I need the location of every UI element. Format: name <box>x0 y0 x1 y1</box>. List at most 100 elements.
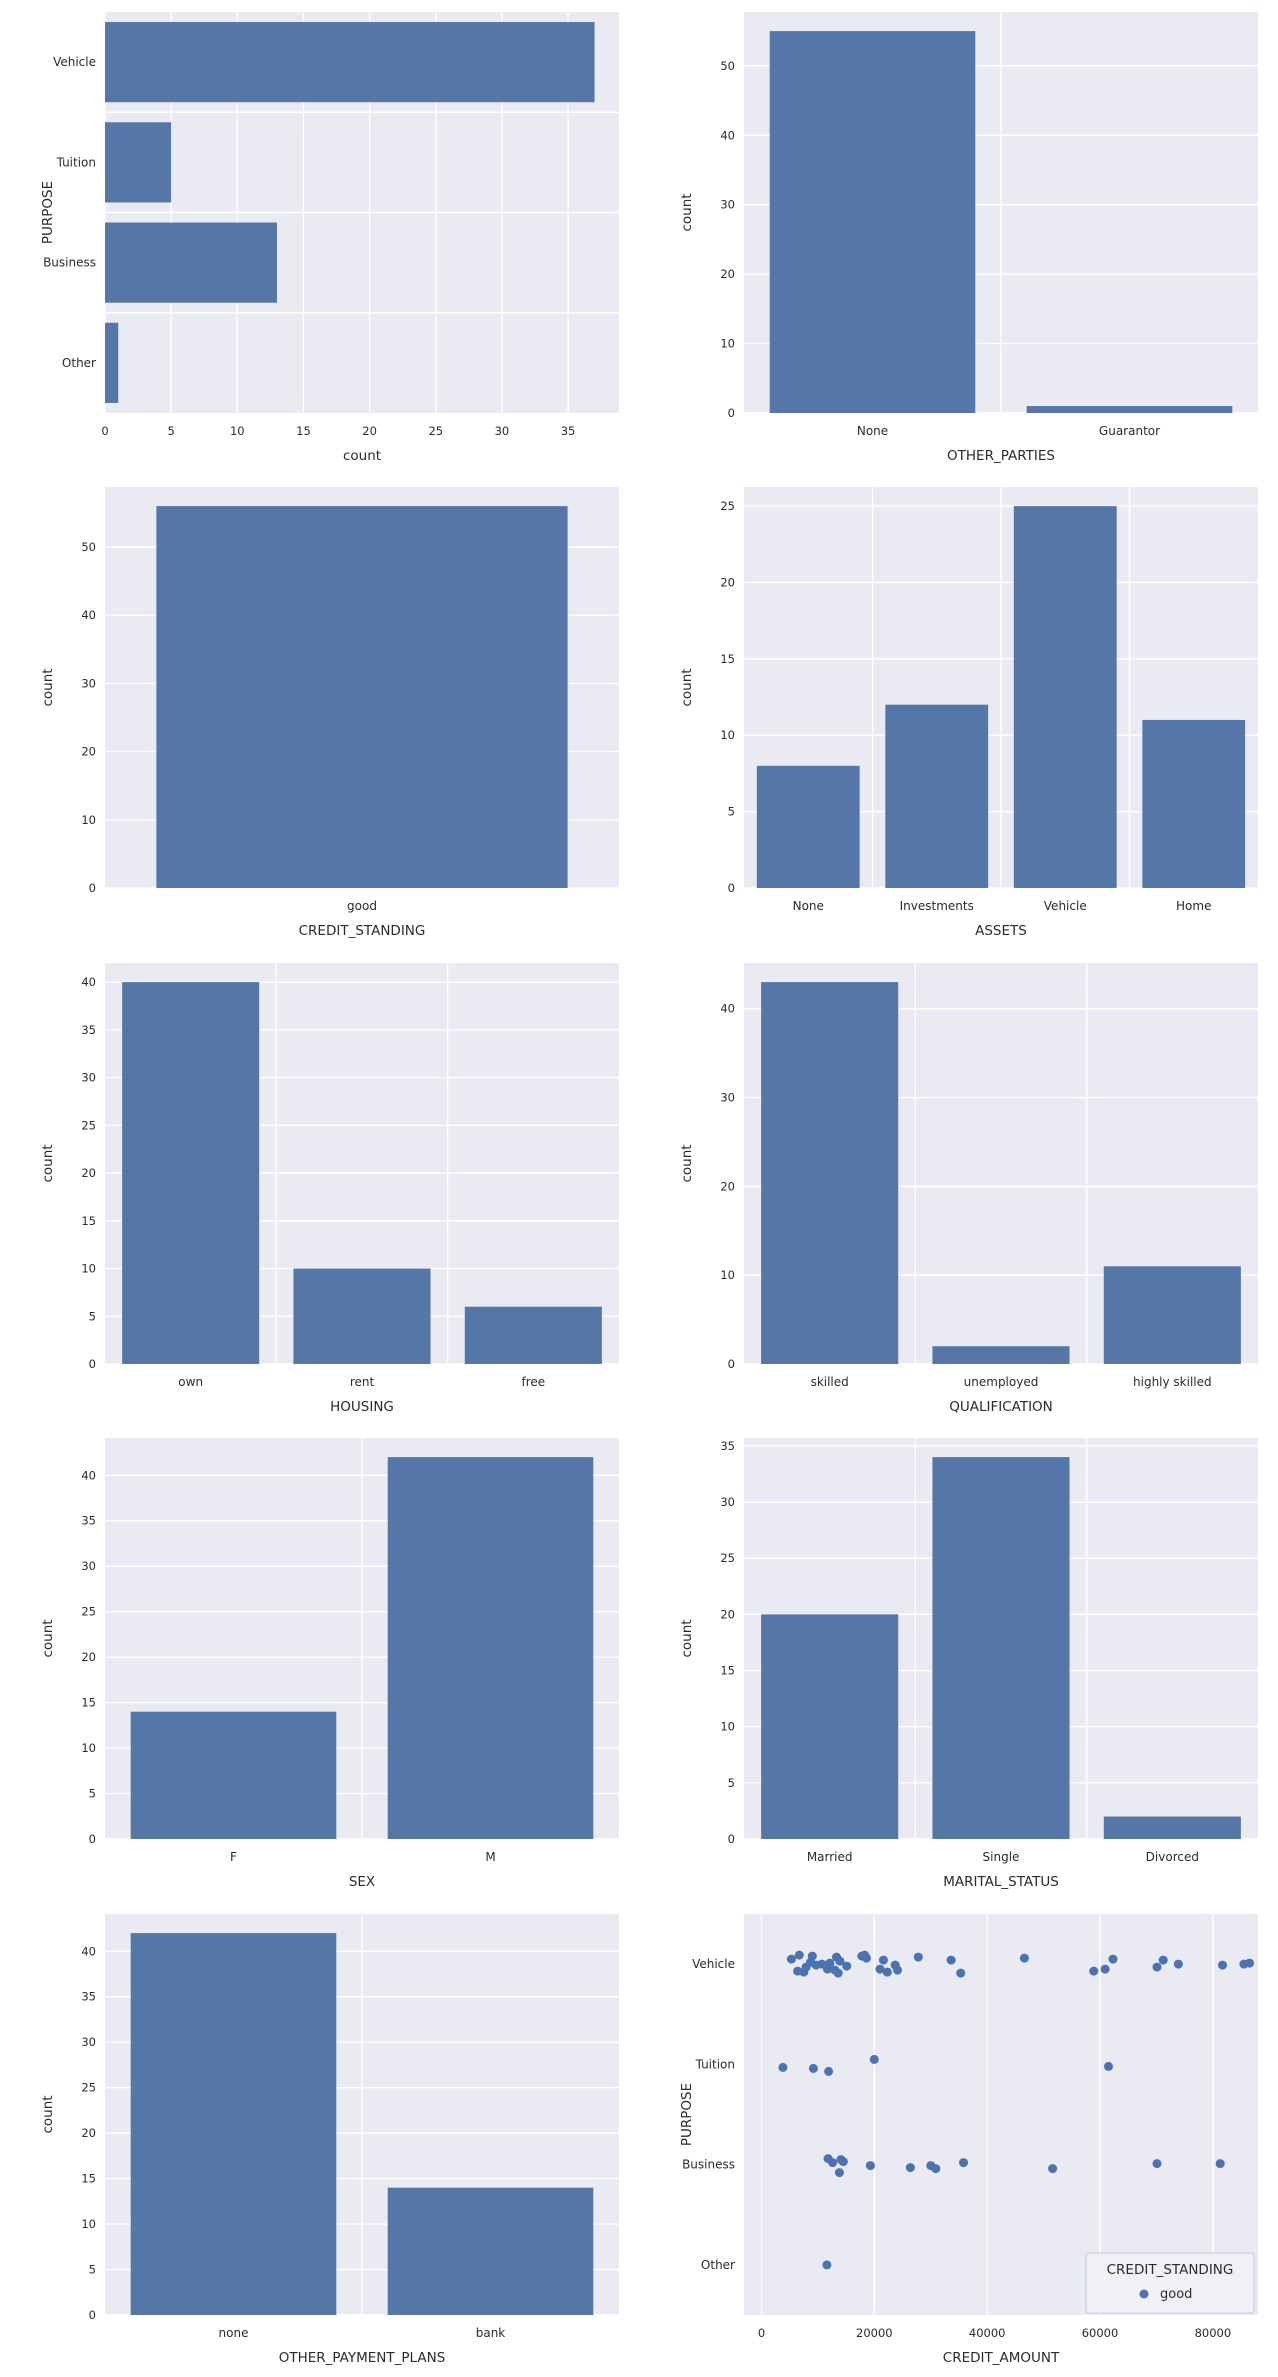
bar-Tuition <box>105 122 172 203</box>
bar-good <box>156 506 568 889</box>
bar-skilled <box>761 981 899 1364</box>
x-tick-label: bank <box>476 2326 506 2340</box>
x-tick-label: M <box>485 1850 495 1864</box>
bar-free <box>464 1306 602 1364</box>
cell-qualification: 0 10 20 30 40 skilled unemployed highly skilled… <box>639 951 1278 1426</box>
y-tick-label: 40 <box>81 609 96 623</box>
legend-marker-icon <box>1139 2289 1149 2299</box>
y-tick-label: 20 <box>81 1650 96 1664</box>
y-tick-label: 40 <box>81 1944 96 1958</box>
y-axis-label: count <box>40 669 56 707</box>
bar-Vehicle <box>1013 506 1117 889</box>
plot-area <box>744 1913 1258 2315</box>
y-tick-label: Tuition <box>695 2057 735 2071</box>
x-tick-label: 10 <box>230 424 245 438</box>
y-tick-label: 50 <box>81 540 96 554</box>
data-point-Vehicle <box>893 1965 902 1975</box>
bar-none <box>130 1932 337 2315</box>
y-tick-label: 40 <box>81 1468 96 1482</box>
x-axis-label: count <box>343 448 381 464</box>
y-tick-label: 40 <box>81 975 96 989</box>
y-tick-label: Business <box>43 256 96 270</box>
data-point-Business <box>905 2162 915 2172</box>
y-axis-label: count <box>40 2095 56 2133</box>
bar-Other <box>105 322 119 403</box>
data-point-Tuition <box>824 2066 834 2076</box>
cell-marital-status: 0 5 10 15 20 25 30 35 Married Single Divorced MARIT… <box>639 1426 1278 1901</box>
y-tick-label: 15 <box>720 1664 735 1678</box>
data-point-Business <box>865 2160 875 2170</box>
y-tick-label: 5 <box>89 1787 96 1801</box>
y-tick-label: 20 <box>81 2126 96 2140</box>
bar-bank <box>387 2187 594 2315</box>
y-tick-label: 0 <box>89 2308 96 2322</box>
legend <box>1085 2252 1255 2314</box>
x-axis-label: MARITAL_STATUS <box>943 1874 1059 1890</box>
y-tick-label: 30 <box>720 198 735 212</box>
x-tick-label: Single <box>983 1850 1020 1864</box>
x-tick-label: 60000 <box>1082 2326 1119 2340</box>
data-point-Vehicle <box>1173 1959 1183 1969</box>
y-tick-label: 0 <box>728 1832 735 1846</box>
x-tick-label: Guarantor <box>1099 424 1160 438</box>
x-axis-label: CREDIT_STANDING <box>299 923 426 939</box>
bar-M <box>387 1457 594 1840</box>
credit-standing-countplot: 0 10 20 30 40 50 good CREDIT_STANDING count <box>40 487 619 939</box>
data-point-Other <box>822 2259 832 2269</box>
data-point-Vehicle <box>1218 1960 1227 1970</box>
y-tick-label: Other <box>701 2257 735 2271</box>
y-tick-label: 10 <box>720 1268 735 1282</box>
x-tick-label: None <box>793 899 824 913</box>
data-point-Tuition <box>1104 2061 1113 2071</box>
x-axis-label: SEX <box>349 1874 375 1890</box>
housing-countplot: 0 5 10 15 20 25 30 35 40 own rent free HOUSING count <box>40 962 619 1415</box>
y-axis-label: count <box>679 1144 695 1182</box>
x-tick-label: none <box>219 2326 249 2340</box>
cell-other-parties: 0 10 20 30 40 50 None Guarantor OTHER_PARTIES cou… <box>639 0 1278 475</box>
bar-unemployed <box>932 1346 1070 1364</box>
y-tick-label: 5 <box>728 1776 735 1790</box>
y-axis-label: count <box>679 669 695 707</box>
y-tick-label: 30 <box>81 2035 96 2049</box>
x-tick-label: Divorced <box>1146 1850 1199 1864</box>
x-tick-label: 15 <box>296 424 311 438</box>
data-point-Business <box>1215 2158 1225 2168</box>
y-axis-label: PURPOSE <box>679 2082 695 2145</box>
data-point-Vehicle <box>1089 1966 1099 1976</box>
y-tick-label: 10 <box>720 337 735 351</box>
data-point-Vehicle <box>835 1956 845 1966</box>
bar-rent <box>293 1268 431 1364</box>
y-axis-label: count <box>40 1144 56 1182</box>
marital-status-countplot: 0 5 10 15 20 25 30 35 Married Single Divorced MARIT… <box>679 1438 1258 1890</box>
y-tick-label: 15 <box>720 652 735 666</box>
y-tick-label: 5 <box>89 1309 96 1323</box>
y-tick-label: 30 <box>81 1559 96 1573</box>
cell-credit-standing: 0 10 20 30 40 50 good CREDIT_STANDING count <box>0 475 639 950</box>
data-point-Tuition <box>808 2063 818 2073</box>
x-tick-label: 25 <box>428 424 443 438</box>
data-point-Tuition <box>778 2062 788 2072</box>
x-tick-label: Married <box>807 1850 853 1864</box>
purpose-countplot: 0 5 10 15 20 25 30 35 Vehicle Tuition Business Othe… <box>40 12 619 464</box>
y-tick-label: 30 <box>81 677 96 691</box>
x-axis-label: ASSETS <box>975 923 1027 939</box>
y-tick-label: 20 <box>81 745 96 759</box>
y-tick-label: 10 <box>720 729 735 743</box>
y-tick-label: 20 <box>720 267 735 281</box>
bar-Divorced <box>1103 1816 1241 1840</box>
data-point-Vehicle <box>1152 1962 1162 1972</box>
data-point-Vehicle <box>794 1950 804 1960</box>
x-tick-label: unemployed <box>964 1375 1039 1389</box>
y-tick-label: 40 <box>720 1002 735 1016</box>
data-point-Vehicle <box>956 1968 966 1978</box>
cell-other-payment-plans: 0 5 10 15 20 25 30 35 40 none bank OTHER_PAYMENT_PL… <box>0 1902 639 2377</box>
x-tick-label: Home <box>1176 899 1211 913</box>
y-tick-label: 15 <box>81 1214 96 1228</box>
x-tick-label: F <box>230 1850 237 1864</box>
y-tick-label: 30 <box>81 1070 96 1084</box>
bar-Investments <box>885 705 989 889</box>
y-tick-label: 15 <box>81 2171 96 2185</box>
y-tick-label: 50 <box>720 59 735 73</box>
y-axis-label: count <box>40 1620 56 1658</box>
